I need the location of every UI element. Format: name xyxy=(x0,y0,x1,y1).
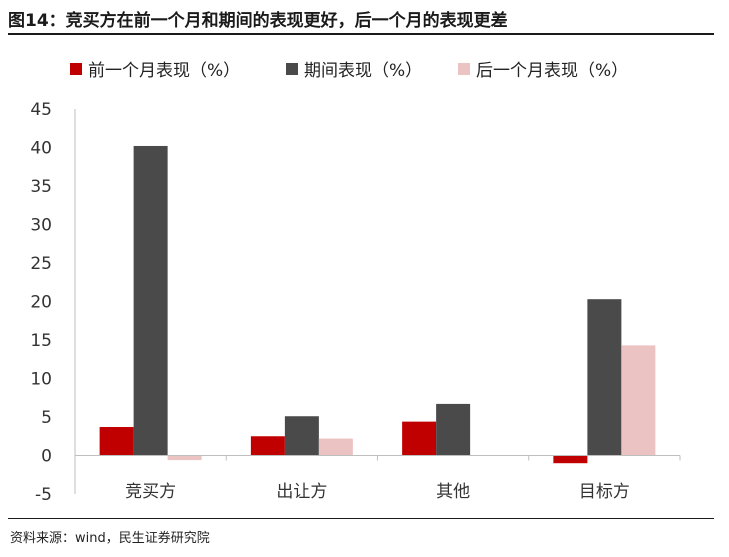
bar xyxy=(318,438,353,456)
bar xyxy=(284,416,319,456)
legend-swatch-period xyxy=(286,62,298,75)
x-category-label: 出让方 xyxy=(276,482,327,502)
y-tick-label: 10 xyxy=(30,370,52,390)
bar xyxy=(587,299,622,456)
y-tick-label: 25 xyxy=(30,254,52,274)
bar xyxy=(621,345,656,456)
y-tick-label: 0 xyxy=(41,447,52,467)
y-tick-label: 30 xyxy=(30,216,52,236)
legend-item-prev-month: 前一个月表现（%） xyxy=(70,56,240,81)
y-tick-label: 40 xyxy=(30,139,52,159)
y-tick-label: 20 xyxy=(30,293,52,313)
y-tick-label: 5 xyxy=(41,408,52,428)
title-rule xyxy=(8,33,714,35)
legend-swatch-prev-month xyxy=(70,62,82,75)
legend-label-prev-month: 前一个月表现（%） xyxy=(88,61,241,81)
legend-item-period: 期间表现（%） xyxy=(286,56,422,81)
legend-label-period: 期间表现（%） xyxy=(304,61,423,81)
bar xyxy=(250,436,285,456)
y-tick-label: -5 xyxy=(35,485,52,505)
y-tick-label: 15 xyxy=(30,331,52,351)
bar xyxy=(402,421,437,456)
legend-item-next-month: 后一个月表现（%） xyxy=(458,56,628,81)
source-note: 资料来源：wind，民生证券研究院 xyxy=(10,531,210,546)
legend-swatch-next-month xyxy=(458,62,470,75)
bar xyxy=(99,427,134,456)
legend: 前一个月表现（%） 期间表现（%） 后一个月表现（%） xyxy=(0,56,729,81)
bar xyxy=(133,145,168,456)
bar xyxy=(436,403,471,456)
legend-label-next-month: 后一个月表现（%） xyxy=(476,61,629,81)
source-rule xyxy=(8,518,714,519)
y-tick-label: 35 xyxy=(30,177,52,197)
bar xyxy=(553,455,588,464)
chart-title: 图14：竞买方在前一个月和期间的表现更好，后一个月的表现更差 xyxy=(8,11,508,31)
x-category-label: 其他 xyxy=(436,482,470,502)
x-category-label: 竞买方 xyxy=(125,482,176,502)
bar xyxy=(167,455,202,461)
y-tick-label: 45 xyxy=(30,100,52,120)
x-category-label: 目标方 xyxy=(579,482,630,502)
